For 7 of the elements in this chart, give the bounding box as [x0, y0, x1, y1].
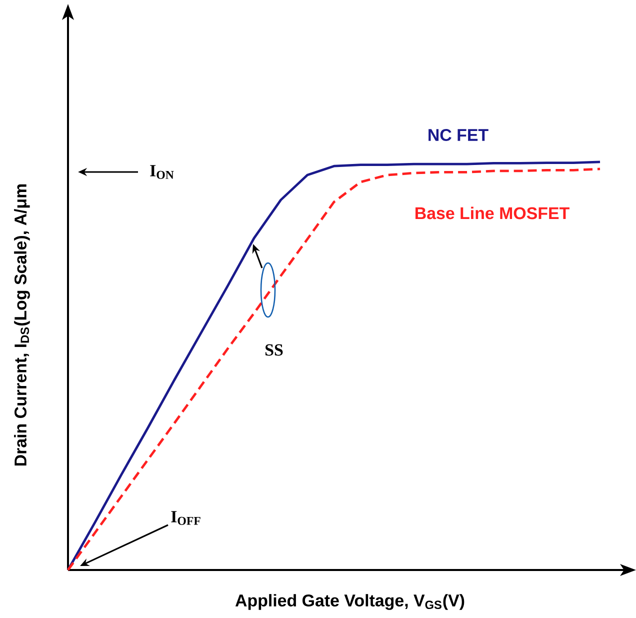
annotation: SS	[265, 344, 283, 356]
annotation: I$_{ON}$	[150, 165, 174, 179]
series-label: Base Line MOSFET	[416, 206, 570, 220]
x-axis-title: Applied Gate Voltage, V$_{GS}$(V)	[235, 594, 464, 610]
series-label: NC FET	[428, 128, 488, 141]
annotation: I$_{OFF}$	[171, 511, 200, 525]
y-axis-title: Drain Current, I$_{DS}$(Log Scale), A/μm	[14, 184, 30, 466]
